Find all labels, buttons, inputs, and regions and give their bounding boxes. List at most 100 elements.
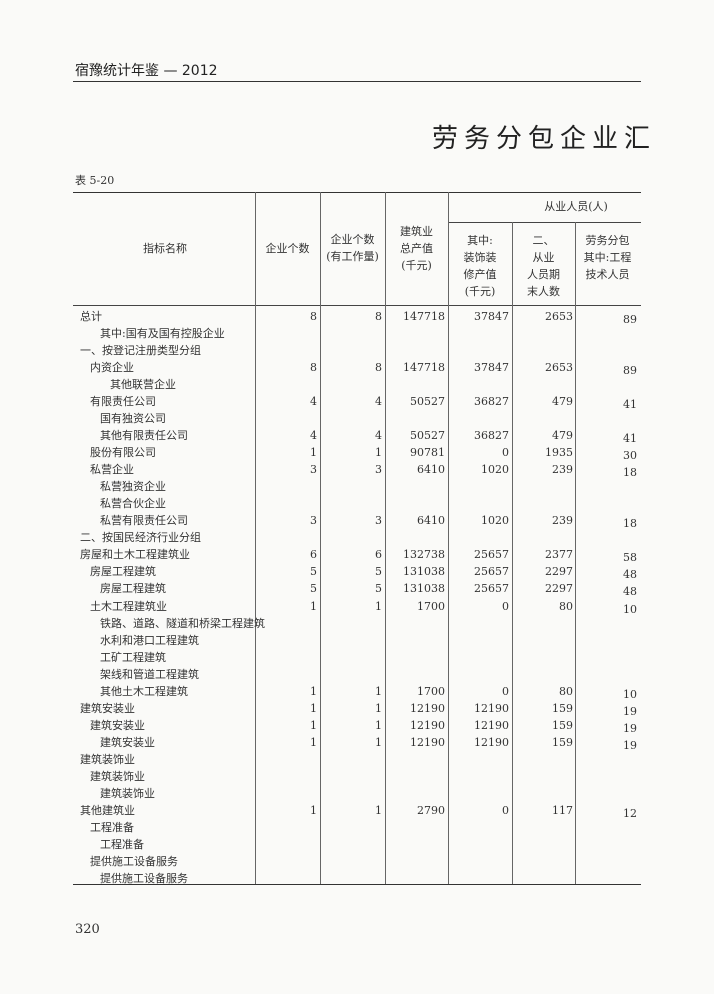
cell-value: 131038 — [403, 565, 445, 579]
cell-value: 18 — [623, 466, 637, 480]
cell-value: 1 — [310, 684, 317, 698]
cell-value: 12190 — [474, 701, 509, 715]
cell-value: 25657 — [474, 548, 509, 562]
row-label: 铁路、道路、隧道和桥梁工程建筑 — [100, 616, 265, 630]
cell-value: 2377 — [545, 548, 573, 562]
cell-value: 2653 — [545, 361, 573, 375]
column-header: 装饰装 — [463, 251, 497, 264]
column-header: 末人数 — [527, 285, 560, 298]
column-header: 指标名称 — [143, 242, 187, 255]
row-label: 私营合伙企业 — [100, 497, 166, 511]
cell-value: 1 — [310, 599, 317, 613]
cell-value: 89 — [623, 313, 637, 326]
row-label: 建筑装饰业 — [80, 752, 135, 766]
cell-value: 1700 — [417, 599, 445, 613]
cell-value: 36827 — [474, 395, 509, 409]
cell-value: 147718 — [403, 361, 445, 375]
cell-value: 2297 — [545, 565, 573, 579]
cell-value: 89 — [623, 364, 637, 378]
cell-value: 131038 — [403, 582, 445, 596]
cell-value: 1020 — [481, 463, 509, 477]
table-bottom-rule — [73, 884, 641, 885]
cell-value: 1 — [310, 735, 317, 749]
cell-value: 5 — [375, 582, 382, 596]
cell-value: 80 — [559, 599, 573, 613]
table-label: 表 5-20 — [75, 174, 115, 187]
cell-value: 132738 — [403, 548, 445, 562]
row-label: 建筑装饰业 — [90, 769, 145, 783]
row-label: 房屋和土木工程建筑业 — [80, 548, 190, 562]
cell-value: 1020 — [481, 514, 509, 528]
row-label: 私营独资企业 — [100, 480, 166, 494]
column-header: 从业 — [532, 251, 555, 264]
cell-value: 239 — [552, 463, 573, 477]
row-label: 股份有限公司 — [90, 446, 156, 460]
cell-value: 5 — [375, 565, 382, 579]
column-rule — [255, 192, 256, 884]
row-label: 工程准备 — [100, 837, 144, 851]
cell-value: 8 — [375, 310, 382, 323]
cell-value: 12190 — [410, 701, 445, 715]
column-header: (千元) — [401, 258, 432, 272]
column-rule — [575, 222, 576, 884]
cell-value: 58 — [623, 551, 637, 565]
cell-value: 159 — [552, 718, 573, 732]
row-label: 一、按登记注册类型分组 — [80, 344, 201, 358]
row-label: 架线和管道工程建筑 — [100, 667, 199, 681]
cell-value: 80 — [559, 684, 573, 698]
cell-value: 0 — [502, 446, 509, 460]
column-header: (千元) — [464, 285, 496, 298]
row-label: 其他联营企业 — [110, 378, 176, 392]
page-number: 320 — [75, 922, 100, 937]
cell-value: 50527 — [410, 429, 445, 443]
row-label: 建筑装饰业 — [100, 786, 155, 800]
cell-value: 6 — [375, 548, 382, 562]
cell-value: 0 — [502, 599, 509, 613]
cell-value: 1 — [375, 684, 382, 698]
cell-value: 1 — [375, 718, 382, 732]
row-label: 二、按国民经济行业分组 — [80, 531, 201, 545]
table-top-rule — [73, 192, 641, 193]
cell-value: 30 — [623, 449, 637, 463]
cell-value: 10 — [623, 602, 637, 616]
column-header: 二、 — [532, 234, 555, 247]
column-header: 劳务分包 — [585, 234, 630, 247]
cell-value: 159 — [552, 701, 573, 715]
row-label: 内资企业 — [90, 361, 134, 375]
column-header: 企业个数 — [330, 233, 375, 246]
row-label: 建筑安装业 — [90, 718, 145, 732]
column-header: 企业个数 — [265, 241, 310, 255]
row-label: 土木工程建筑业 — [90, 599, 167, 613]
cell-value: 239 — [552, 514, 573, 528]
row-label: 私营企业 — [90, 463, 134, 477]
cell-value: 1 — [375, 599, 382, 613]
cell-value: 3 — [375, 463, 382, 477]
cell-value: 117 — [552, 803, 573, 817]
row-label: 提供施工设备服务 — [100, 871, 188, 885]
row-label: 建筑安装业 — [80, 701, 135, 715]
cell-value: 48 — [623, 568, 637, 582]
cell-value: 3 — [310, 463, 317, 477]
header-rule — [73, 81, 641, 82]
row-label: 工程准备 — [90, 820, 134, 834]
cell-value: 1935 — [545, 446, 573, 460]
cell-value: 0 — [502, 803, 509, 817]
cell-value: 6 — [310, 548, 317, 562]
cell-value: 4 — [375, 395, 382, 409]
column-rule — [320, 192, 321, 884]
column-header: 技术人员 — [585, 268, 630, 281]
cell-value: 5 — [310, 582, 317, 596]
row-label: 房屋工程建筑 — [100, 582, 166, 596]
cell-value: 48 — [623, 585, 637, 599]
cell-value: 4 — [375, 429, 382, 443]
row-label: 提供施工设备服务 — [90, 854, 178, 868]
group-header: 从业人员(人) — [544, 200, 608, 213]
row-label: 房屋工程建筑 — [90, 565, 156, 579]
row-label: 建筑安装业 — [100, 735, 155, 749]
cell-value: 1 — [310, 701, 317, 715]
cell-value: 479 — [552, 429, 573, 443]
column-header: 建筑业 — [400, 224, 433, 238]
cell-value: 2653 — [545, 310, 573, 323]
row-label: 工矿工程建筑 — [100, 650, 166, 664]
